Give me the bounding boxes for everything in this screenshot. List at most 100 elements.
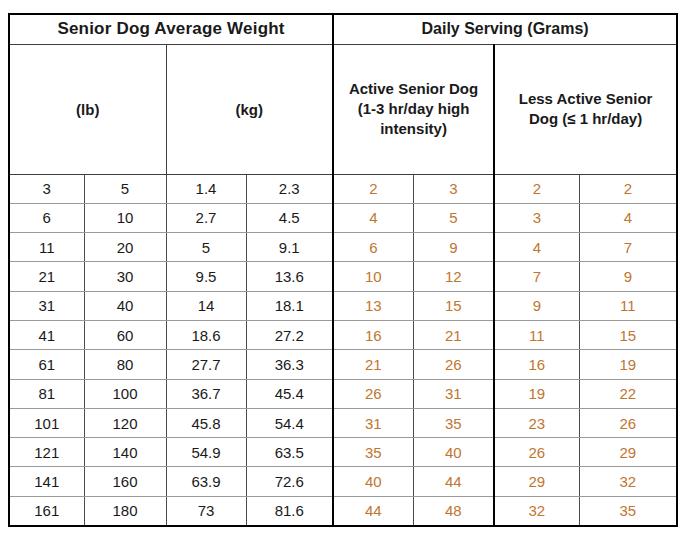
serving-cell: 5 bbox=[413, 203, 494, 232]
weight-cell: 81.6 bbox=[246, 496, 333, 525]
weight-cell: 61 bbox=[9, 350, 84, 379]
serving-cell: 3 bbox=[494, 203, 579, 232]
weight-cell: 2.3 bbox=[246, 174, 333, 203]
table-row: 10112045.854.431352326 bbox=[9, 408, 677, 437]
weight-cell: 18.1 bbox=[246, 291, 333, 320]
serving-cell: 9 bbox=[494, 291, 579, 320]
page: Senior Dog Average Weight Daily Serving … bbox=[0, 0, 684, 539]
weight-cell: 14 bbox=[166, 291, 246, 320]
weight-cell: 160 bbox=[84, 467, 166, 496]
weight-cell: 1.4 bbox=[166, 174, 246, 203]
serving-cell: 12 bbox=[413, 262, 494, 291]
serving-cell: 29 bbox=[579, 438, 677, 467]
weight-cell: 27.7 bbox=[166, 350, 246, 379]
weight-cell: 161 bbox=[9, 496, 84, 525]
weight-cell: 20 bbox=[84, 233, 166, 262]
serving-cell: 44 bbox=[413, 467, 494, 496]
serving-cell: 31 bbox=[413, 379, 494, 408]
weight-cell: 140 bbox=[84, 438, 166, 467]
serving-cell: 26 bbox=[494, 438, 579, 467]
weight-cell: 30 bbox=[84, 262, 166, 291]
weight-cell: 63.9 bbox=[166, 467, 246, 496]
weight-cell: 41 bbox=[9, 320, 84, 349]
weight-cell: 45.8 bbox=[166, 408, 246, 437]
table-row: 416018.627.216211115 bbox=[9, 320, 677, 349]
weight-cell: 80 bbox=[84, 350, 166, 379]
serving-cell: 11 bbox=[494, 320, 579, 349]
serving-cell: 4 bbox=[333, 203, 413, 232]
serving-cell: 19 bbox=[494, 379, 579, 408]
weight-cell: 45.4 bbox=[246, 379, 333, 408]
table-row: 1611807381.644483235 bbox=[9, 496, 677, 525]
serving-cell: 44 bbox=[333, 496, 413, 525]
weight-cell: 100 bbox=[84, 379, 166, 408]
weight-cell: 54.9 bbox=[166, 438, 246, 467]
serving-cell: 15 bbox=[413, 291, 494, 320]
serving-cell: 4 bbox=[579, 203, 677, 232]
serving-cell: 35 bbox=[579, 496, 677, 525]
table-row: 21309.513.6101279 bbox=[9, 262, 677, 291]
weight-cell: 5 bbox=[84, 174, 166, 203]
weight-cell: 5 bbox=[166, 233, 246, 262]
serving-cell: 40 bbox=[413, 438, 494, 467]
serving-cell: 32 bbox=[494, 496, 579, 525]
serving-cell: 2 bbox=[579, 174, 677, 203]
weight-cell: 120 bbox=[84, 408, 166, 437]
weight-cell: 81 bbox=[9, 379, 84, 408]
weight-cell: 4.5 bbox=[246, 203, 333, 232]
serving-cell: 31 bbox=[333, 408, 413, 437]
weight-cell: 180 bbox=[84, 496, 166, 525]
serving-cell: 35 bbox=[333, 438, 413, 467]
weight-cell: 9.1 bbox=[246, 233, 333, 262]
table-row: 14116063.972.640442932 bbox=[9, 467, 677, 496]
weight-title-header: Senior Dog Average Weight bbox=[9, 14, 333, 44]
weight-cell: 63.5 bbox=[246, 438, 333, 467]
weight-cell: 36.3 bbox=[246, 350, 333, 379]
serving-cell: 16 bbox=[494, 350, 579, 379]
senior-dog-feeding-table: Senior Dog Average Weight Daily Serving … bbox=[8, 13, 678, 527]
serving-cell: 22 bbox=[579, 379, 677, 408]
weight-cell: 72.6 bbox=[246, 467, 333, 496]
serving-cell: 26 bbox=[413, 350, 494, 379]
weight-cell: 18.6 bbox=[166, 320, 246, 349]
serving-cell: 15 bbox=[579, 320, 677, 349]
weight-cell: 2.7 bbox=[166, 203, 246, 232]
weight-cell: 11 bbox=[9, 233, 84, 262]
weight-cell: 13.6 bbox=[246, 262, 333, 291]
serving-cell: 9 bbox=[579, 262, 677, 291]
table-row: 618027.736.321261619 bbox=[9, 350, 677, 379]
serving-cell: 3 bbox=[413, 174, 494, 203]
serving-cell: 32 bbox=[579, 467, 677, 496]
weight-cell: 141 bbox=[9, 467, 84, 496]
serving-title-header: Daily Serving (Grams) bbox=[333, 14, 677, 44]
serving-cell: 2 bbox=[494, 174, 579, 203]
serving-cell: 26 bbox=[579, 408, 677, 437]
weight-cell: 73 bbox=[166, 496, 246, 525]
weight-cell: 54.4 bbox=[246, 408, 333, 437]
weight-cell: 10 bbox=[84, 203, 166, 232]
table-body: 351.42.323226102.74.54534112059.16947213… bbox=[9, 174, 677, 526]
serving-cell: 9 bbox=[413, 233, 494, 262]
serving-cell: 13 bbox=[333, 291, 413, 320]
table-row: 8110036.745.426311922 bbox=[9, 379, 677, 408]
serving-cell: 19 bbox=[579, 350, 677, 379]
weight-cell: 31 bbox=[9, 291, 84, 320]
weight-cell: 60 bbox=[84, 320, 166, 349]
weight-cell: 9.5 bbox=[166, 262, 246, 291]
kg-unit-header: (kg) bbox=[166, 44, 333, 174]
weight-cell: 3 bbox=[9, 174, 84, 203]
table-row: 31401418.11315911 bbox=[9, 291, 677, 320]
serving-cell: 29 bbox=[494, 467, 579, 496]
serving-cell: 23 bbox=[494, 408, 579, 437]
serving-cell: 4 bbox=[494, 233, 579, 262]
serving-cell: 16 bbox=[333, 320, 413, 349]
weight-cell: 27.2 bbox=[246, 320, 333, 349]
serving-cell: 7 bbox=[579, 233, 677, 262]
serving-cell: 35 bbox=[413, 408, 494, 437]
header-row-1: Senior Dog Average Weight Daily Serving … bbox=[9, 14, 677, 44]
weight-cell: 40 bbox=[84, 291, 166, 320]
weight-cell: 6 bbox=[9, 203, 84, 232]
serving-cell: 26 bbox=[333, 379, 413, 408]
serving-cell: 21 bbox=[333, 350, 413, 379]
lb-unit-header: (lb) bbox=[9, 44, 166, 174]
